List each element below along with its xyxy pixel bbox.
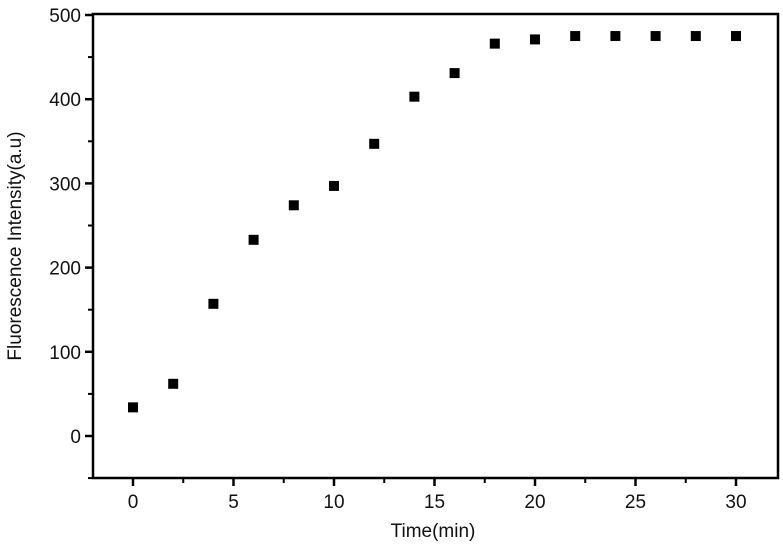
- y-tick-label: 200: [49, 259, 81, 280]
- x-tick-label: 25: [625, 492, 646, 513]
- data-point: [570, 31, 581, 42]
- y-axis: 0 100 200 300 400 500: [49, 6, 93, 480]
- data-point: [690, 31, 701, 42]
- data-point: [409, 91, 420, 102]
- y-tick-label: 300: [49, 174, 81, 195]
- data-points: [128, 31, 741, 413]
- x-axis-title: Time(min): [391, 521, 476, 542]
- data-point: [610, 31, 621, 42]
- y-tick-label: 100: [49, 343, 81, 364]
- data-point: [489, 38, 500, 49]
- x-tick-label: 5: [228, 492, 239, 513]
- data-point: [530, 34, 540, 45]
- data-point: [288, 200, 299, 211]
- x-tick-label: 0: [128, 492, 139, 513]
- y-tick-label: 400: [49, 90, 81, 111]
- data-point: [128, 402, 138, 413]
- x-tick-label: 15: [424, 492, 445, 513]
- x-tick-label: 30: [725, 492, 746, 513]
- data-point: [248, 234, 259, 245]
- data-point: [208, 298, 219, 309]
- data-point: [731, 31, 741, 42]
- x-tick-label: 20: [524, 492, 545, 513]
- data-point: [168, 378, 179, 389]
- y-tick-label: 500: [49, 6, 81, 27]
- data-point: [329, 180, 339, 191]
- data-point: [369, 138, 380, 149]
- data-point: [449, 68, 460, 79]
- plot-frame: [91, 12, 780, 480]
- y-axis-title: Fluorescence Intensity(a.u): [5, 131, 26, 360]
- y-tick-label: 0: [70, 427, 81, 448]
- x-axis: 0 5 10 15 20 25 30: [128, 478, 747, 513]
- data-point: [650, 31, 661, 42]
- x-tick-label: 10: [323, 492, 344, 513]
